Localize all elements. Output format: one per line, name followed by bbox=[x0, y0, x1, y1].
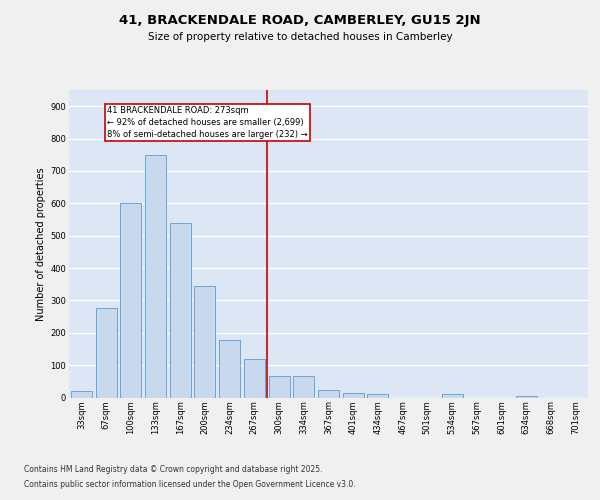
Text: 41, BRACKENDALE ROAD, CAMBERLEY, GU15 2JN: 41, BRACKENDALE ROAD, CAMBERLEY, GU15 2J… bbox=[119, 14, 481, 27]
Text: Contains HM Land Registry data © Crown copyright and database right 2025.: Contains HM Land Registry data © Crown c… bbox=[24, 465, 323, 474]
Text: 41 BRACKENDALE ROAD: 273sqm
← 92% of detached houses are smaller (2,699)
8% of s: 41 BRACKENDALE ROAD: 273sqm ← 92% of det… bbox=[107, 106, 308, 139]
Bar bbox=[145, 154, 166, 398]
Bar bbox=[219, 340, 240, 398]
Bar bbox=[293, 376, 314, 398]
Bar bbox=[95, 308, 116, 398]
Bar bbox=[244, 358, 265, 398]
Bar bbox=[269, 376, 290, 398]
Y-axis label: Number of detached properties: Number of detached properties bbox=[36, 167, 46, 320]
Bar bbox=[170, 222, 191, 398]
Bar bbox=[343, 394, 364, 398]
Bar bbox=[194, 286, 215, 398]
Bar bbox=[442, 394, 463, 398]
Text: Size of property relative to detached houses in Camberley: Size of property relative to detached ho… bbox=[148, 32, 452, 42]
Bar bbox=[516, 396, 537, 398]
Text: Contains public sector information licensed under the Open Government Licence v3: Contains public sector information licen… bbox=[24, 480, 356, 489]
Bar bbox=[318, 390, 339, 398]
Bar bbox=[367, 394, 388, 398]
Bar bbox=[120, 204, 141, 398]
Bar bbox=[71, 391, 92, 398]
